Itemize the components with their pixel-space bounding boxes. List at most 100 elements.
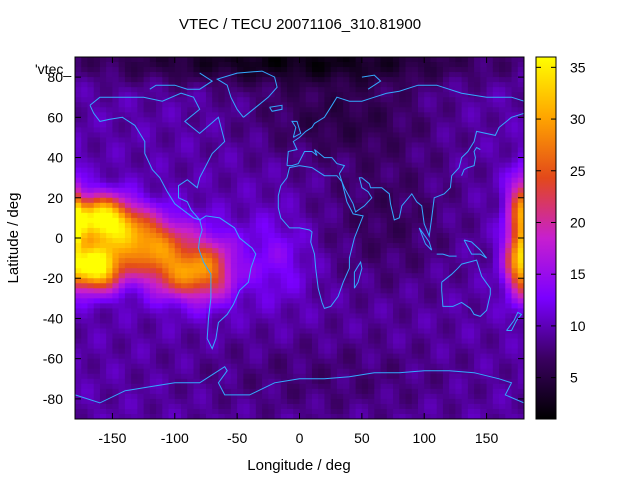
- heatmap-cell: [411, 227, 419, 234]
- heatmap-cell: [168, 308, 176, 315]
- heatmap-cell: [124, 157, 132, 164]
- heatmap-cell: [411, 383, 419, 390]
- heatmap-cell: [230, 182, 238, 189]
- heatmap-cell: [205, 72, 213, 78]
- heatmap-cell: [224, 273, 232, 279]
- heatmap-cell: [249, 142, 257, 149]
- heatmap-cell: [124, 393, 132, 400]
- heatmap-cell: [243, 413, 251, 419]
- heatmap-cell: [293, 62, 301, 68]
- heatmap-cell: [393, 77, 400, 83]
- heatmap-cell: [118, 192, 126, 199]
- heatmap-cell: [455, 288, 463, 294]
- heatmap-cell: [174, 343, 182, 350]
- heatmap-cell: [143, 318, 151, 325]
- heatmap-cell: [262, 202, 269, 209]
- heatmap-cell: [355, 248, 363, 254]
- heatmap-cell: [249, 398, 257, 405]
- heatmap-cell: [87, 243, 95, 249]
- heatmap-cell: [405, 248, 413, 254]
- heatmap-cell: [417, 87, 425, 93]
- heatmap-cell: [99, 288, 107, 294]
- heatmap-cell: [212, 157, 220, 164]
- heatmap-cell: [99, 177, 107, 184]
- heatmap-cell: [424, 343, 432, 350]
- heatmap-cell: [218, 303, 226, 309]
- heatmap-cell: [343, 278, 350, 284]
- heatmap-cell: [199, 227, 207, 234]
- heatmap-cell: [249, 313, 257, 320]
- heatmap-cell: [393, 102, 400, 108]
- heatmap-cell: [249, 212, 257, 219]
- heatmap-cell: [467, 333, 475, 340]
- heatmap-cell: [411, 192, 419, 199]
- heatmap-cell: [368, 132, 375, 139]
- heatmap-cell: [81, 152, 89, 159]
- heatmap-cell: [499, 72, 506, 78]
- heatmap-cell: [455, 413, 463, 419]
- heatmap-cell: [299, 87, 307, 93]
- heatmap-cell: [268, 167, 276, 174]
- heatmap-cell: [380, 318, 388, 325]
- heatmap-cell: [131, 152, 138, 159]
- heatmap-cell: [124, 197, 132, 204]
- heatmap-cell: [449, 403, 457, 410]
- heatmap-cell: [218, 142, 226, 149]
- heatmap-cell: [187, 117, 195, 123]
- heatmap-cell: [193, 363, 201, 370]
- heatmap-cell: [149, 222, 157, 229]
- heatmap-cell: [336, 162, 344, 169]
- heatmap-cell: [380, 273, 388, 279]
- heatmap-cell: [181, 373, 188, 380]
- heatmap-cell: [212, 87, 220, 93]
- heatmap-cell: [262, 298, 269, 304]
- heatmap-cell: [380, 87, 388, 93]
- heatmap-cell: [237, 107, 244, 113]
- heatmap-cell: [262, 238, 269, 244]
- heatmap-cell: [118, 112, 126, 118]
- heatmap-cell: [131, 67, 138, 73]
- heatmap-cell: [255, 197, 263, 204]
- heatmap-cell: [411, 177, 419, 184]
- heatmap-cell: [237, 318, 244, 325]
- heatmap-cell: [174, 323, 182, 330]
- heatmap-cell: [193, 358, 201, 365]
- heatmap-cell: [143, 67, 151, 73]
- heatmap-cell: [75, 348, 82, 355]
- heatmap-cell: [199, 243, 207, 249]
- heatmap-cell: [368, 248, 375, 254]
- heatmap-cell: [324, 293, 332, 299]
- heatmap-cell: [99, 192, 107, 199]
- heatmap-cell: [442, 308, 450, 315]
- heatmap-cell: [237, 62, 244, 68]
- heatmap-cell: [137, 62, 145, 68]
- heatmap-cell: [374, 67, 382, 73]
- heatmap-cell: [436, 403, 444, 410]
- heatmap-cell: [255, 268, 263, 274]
- heatmap-cell: [361, 77, 369, 83]
- heatmap-cell: [293, 378, 301, 385]
- heatmap-cell: [268, 333, 276, 340]
- heatmap-cell: [318, 147, 326, 154]
- heatmap-cell: [193, 142, 201, 149]
- heatmap-cell: [268, 293, 276, 299]
- heatmap-cell: [156, 87, 163, 93]
- heatmap-cell: [380, 373, 388, 380]
- heatmap-cell: [87, 197, 95, 204]
- heatmap-cell: [181, 142, 188, 149]
- heatmap-cell: [442, 328, 450, 335]
- heatmap-cell: [187, 177, 195, 184]
- heatmap-cell: [318, 77, 326, 83]
- heatmap-cell: [268, 343, 276, 350]
- heatmap-cell: [193, 408, 201, 415]
- heatmap-cell: [449, 288, 457, 294]
- heatmap-cell: [131, 142, 138, 149]
- heatmap-cell: [399, 197, 407, 204]
- heatmap-cell: [81, 343, 89, 350]
- heatmap-cell: [293, 388, 301, 395]
- heatmap-cell: [118, 212, 126, 219]
- heatmap-cell: [193, 238, 201, 244]
- heatmap-cell: [143, 333, 151, 340]
- heatmap-cell: [442, 167, 450, 174]
- heatmap-cell: [268, 308, 276, 315]
